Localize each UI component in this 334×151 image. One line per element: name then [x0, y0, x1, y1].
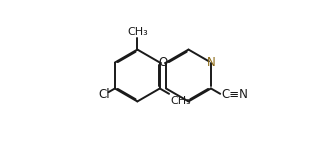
Text: Cl: Cl [99, 88, 111, 101]
Text: CH₃: CH₃ [127, 27, 148, 37]
Text: C≡N: C≡N [221, 88, 248, 101]
Text: O: O [158, 56, 168, 69]
Text: CH₃: CH₃ [171, 96, 191, 106]
Text: N: N [207, 56, 215, 69]
